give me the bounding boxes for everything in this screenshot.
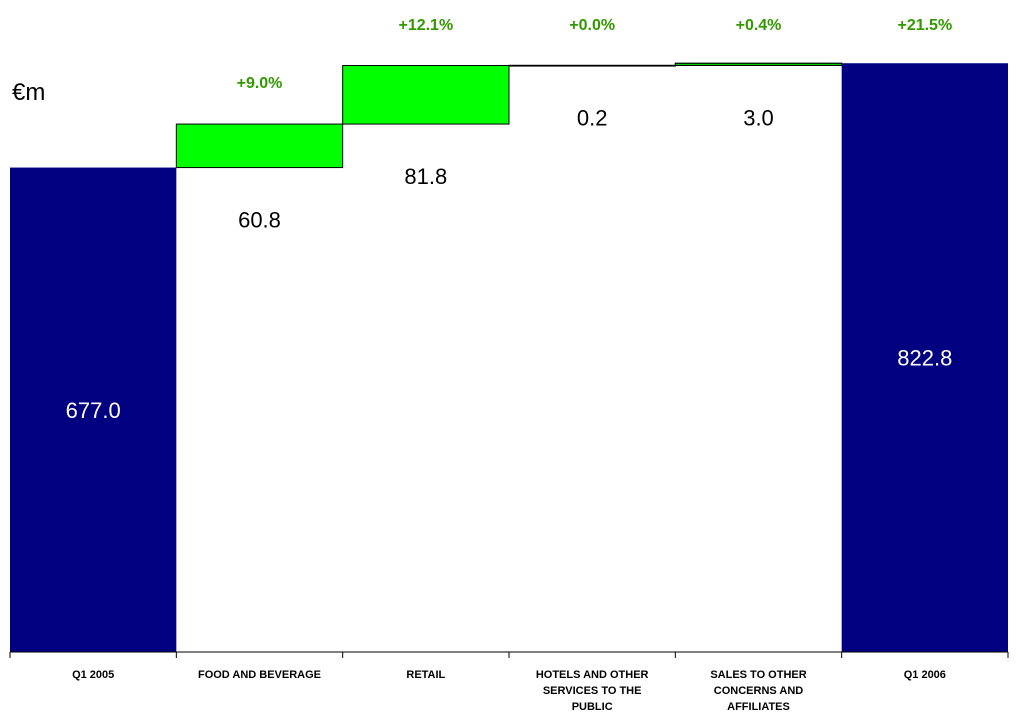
bar-2 [175, 123, 344, 169]
value-label-2: 60.8 [238, 208, 281, 233]
category-label-2: FOOD AND BEVERAGE [198, 669, 321, 681]
value-label-3: 81.8 [404, 164, 447, 189]
bar-3 [342, 65, 510, 125]
bar-1 [10, 167, 177, 652]
percent-label-3: +12.1% [398, 17, 453, 34]
category-label-3: RETAIL [406, 669, 445, 681]
bar-5 [674, 62, 843, 66]
category-label-4: HOTELS AND OTHER SERVICES TO THE PUBLIC [536, 669, 649, 713]
percent-label-2: +9.0% [237, 75, 283, 92]
percent-label-4: +0.0% [569, 17, 615, 34]
category-label-6: Q1 2006 [904, 669, 946, 681]
category-label-5: SALES TO OTHER CONCERNS AND AFFILIATES [710, 669, 806, 713]
bar-4 [508, 64, 676, 67]
category-label-1: Q1 2005 [72, 669, 114, 681]
percent-label-6: +21.5% [897, 17, 952, 34]
value-label-4: 0.2 [577, 106, 608, 131]
percent-label-5: +0.4% [736, 17, 782, 34]
unit-label: €m [12, 79, 45, 106]
bar-6 [841, 63, 1008, 652]
value-label-6: 822.8 [897, 346, 952, 371]
value-label-5: 3.0 [743, 105, 774, 130]
value-label-1: 677.0 [66, 398, 121, 423]
